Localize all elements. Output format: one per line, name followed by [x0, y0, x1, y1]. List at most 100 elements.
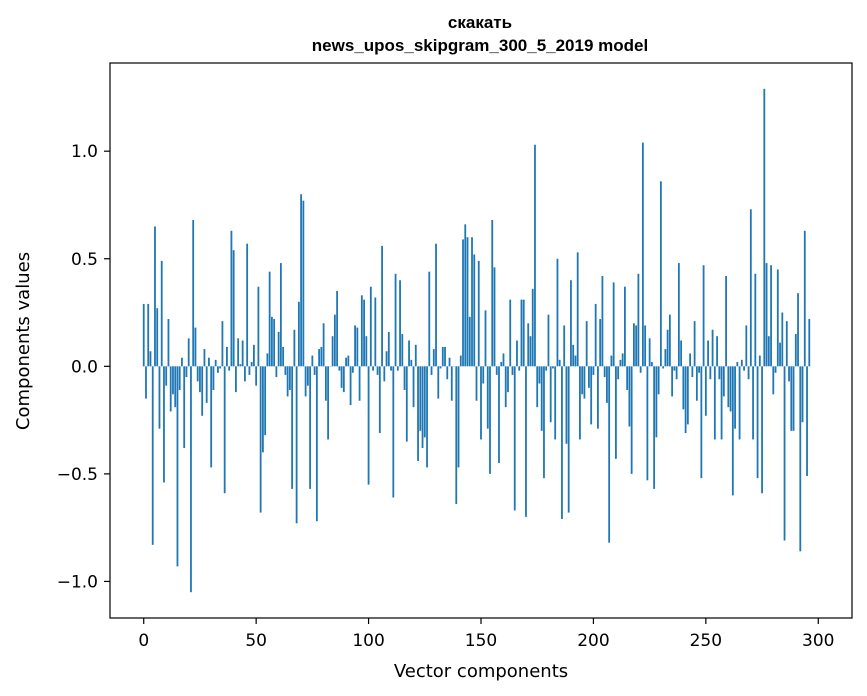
- bar: [426, 366, 428, 468]
- bar: [547, 314, 550, 367]
- bar: [163, 366, 165, 483]
- bar: [315, 366, 318, 522]
- bar: [785, 321, 788, 367]
- bar: [419, 366, 422, 431]
- bar: [644, 325, 647, 367]
- bar: [729, 366, 732, 412]
- bar: [333, 314, 336, 367]
- bar: [621, 353, 624, 367]
- bar: [365, 336, 368, 367]
- bar: [500, 362, 503, 367]
- bar: [673, 366, 676, 371]
- x-axis-ticks: 0 50 100 150 200 250 300: [138, 618, 834, 651]
- bar: [518, 366, 521, 371]
- bar: [237, 338, 240, 367]
- bar: [704, 366, 707, 416]
- bar: [428, 271, 431, 367]
- bar: [774, 366, 777, 373]
- bar: [617, 366, 620, 380]
- bar: [540, 366, 543, 431]
- bar: [624, 286, 626, 367]
- bar: [255, 366, 258, 386]
- bar: [716, 336, 718, 367]
- bar: [363, 299, 365, 367]
- bar: [689, 353, 692, 367]
- bar: [367, 366, 370, 485]
- bar: [226, 346, 228, 367]
- bar: [534, 144, 536, 367]
- bar: [653, 366, 656, 489]
- bar: [473, 254, 476, 367]
- bar: [707, 340, 709, 367]
- x-tick-label: 300: [802, 631, 834, 651]
- bar: [668, 314, 671, 367]
- bar: [286, 366, 289, 397]
- bar: [565, 366, 568, 444]
- bar: [531, 288, 534, 367]
- bar: [608, 366, 611, 543]
- bar: [552, 366, 554, 369]
- bar: [351, 366, 354, 373]
- y-axis-label: Components values: [13, 252, 34, 430]
- bar: [378, 366, 381, 433]
- bar: [709, 366, 712, 380]
- bar: [480, 366, 482, 440]
- bar: [509, 299, 512, 367]
- bar: [284, 366, 287, 375]
- bar: [311, 355, 314, 367]
- bar: [309, 366, 312, 489]
- bar: [482, 366, 485, 384]
- bar: [394, 273, 397, 367]
- bar: [187, 338, 190, 367]
- bar: [228, 366, 231, 371]
- bar: [666, 329, 669, 367]
- bar: [776, 269, 779, 367]
- bar: [637, 273, 640, 367]
- bar: [736, 362, 739, 367]
- y-tick-label: 0.5: [71, 250, 98, 270]
- bar: [489, 366, 491, 474]
- bar: [691, 366, 694, 378]
- bar: [421, 366, 424, 449]
- bar: [340, 366, 343, 388]
- bar: [680, 340, 683, 367]
- bar: [387, 331, 390, 367]
- x-tick-label: 250: [690, 631, 722, 651]
- bar: [675, 366, 678, 380]
- bar: [196, 366, 199, 382]
- bar: [273, 318, 276, 367]
- bar: [399, 280, 401, 367]
- bar: [563, 325, 566, 367]
- bar: [190, 366, 192, 593]
- bar: [203, 349, 206, 367]
- bar: [682, 366, 685, 410]
- bar: [538, 366, 541, 384]
- bar: [230, 230, 233, 367]
- bar: [435, 243, 437, 367]
- bar: [641, 142, 644, 367]
- bar: [597, 366, 599, 429]
- bar: [185, 366, 188, 378]
- bar: [264, 366, 267, 436]
- bar: [799, 366, 802, 552]
- bar: [664, 349, 667, 367]
- bar: [282, 346, 285, 367]
- bar: [522, 299, 525, 367]
- bar: [342, 366, 345, 393]
- bar: [464, 224, 467, 367]
- bar: [291, 366, 294, 489]
- bar: [498, 366, 500, 464]
- bar: [444, 346, 446, 367]
- y-tick-label: 1.0: [71, 142, 98, 162]
- bar: [320, 346, 323, 367]
- bar: [244, 366, 246, 382]
- bar: [257, 286, 260, 367]
- bar: [761, 366, 763, 494]
- x-tick-label: 50: [245, 631, 267, 651]
- bar: [459, 355, 462, 367]
- bar: [221, 321, 224, 367]
- bar: [142, 303, 145, 367]
- bar: [345, 357, 347, 367]
- chart-subtitle: news_upos_skipgram_300_5_2019 model: [312, 36, 648, 55]
- bar: [588, 366, 590, 388]
